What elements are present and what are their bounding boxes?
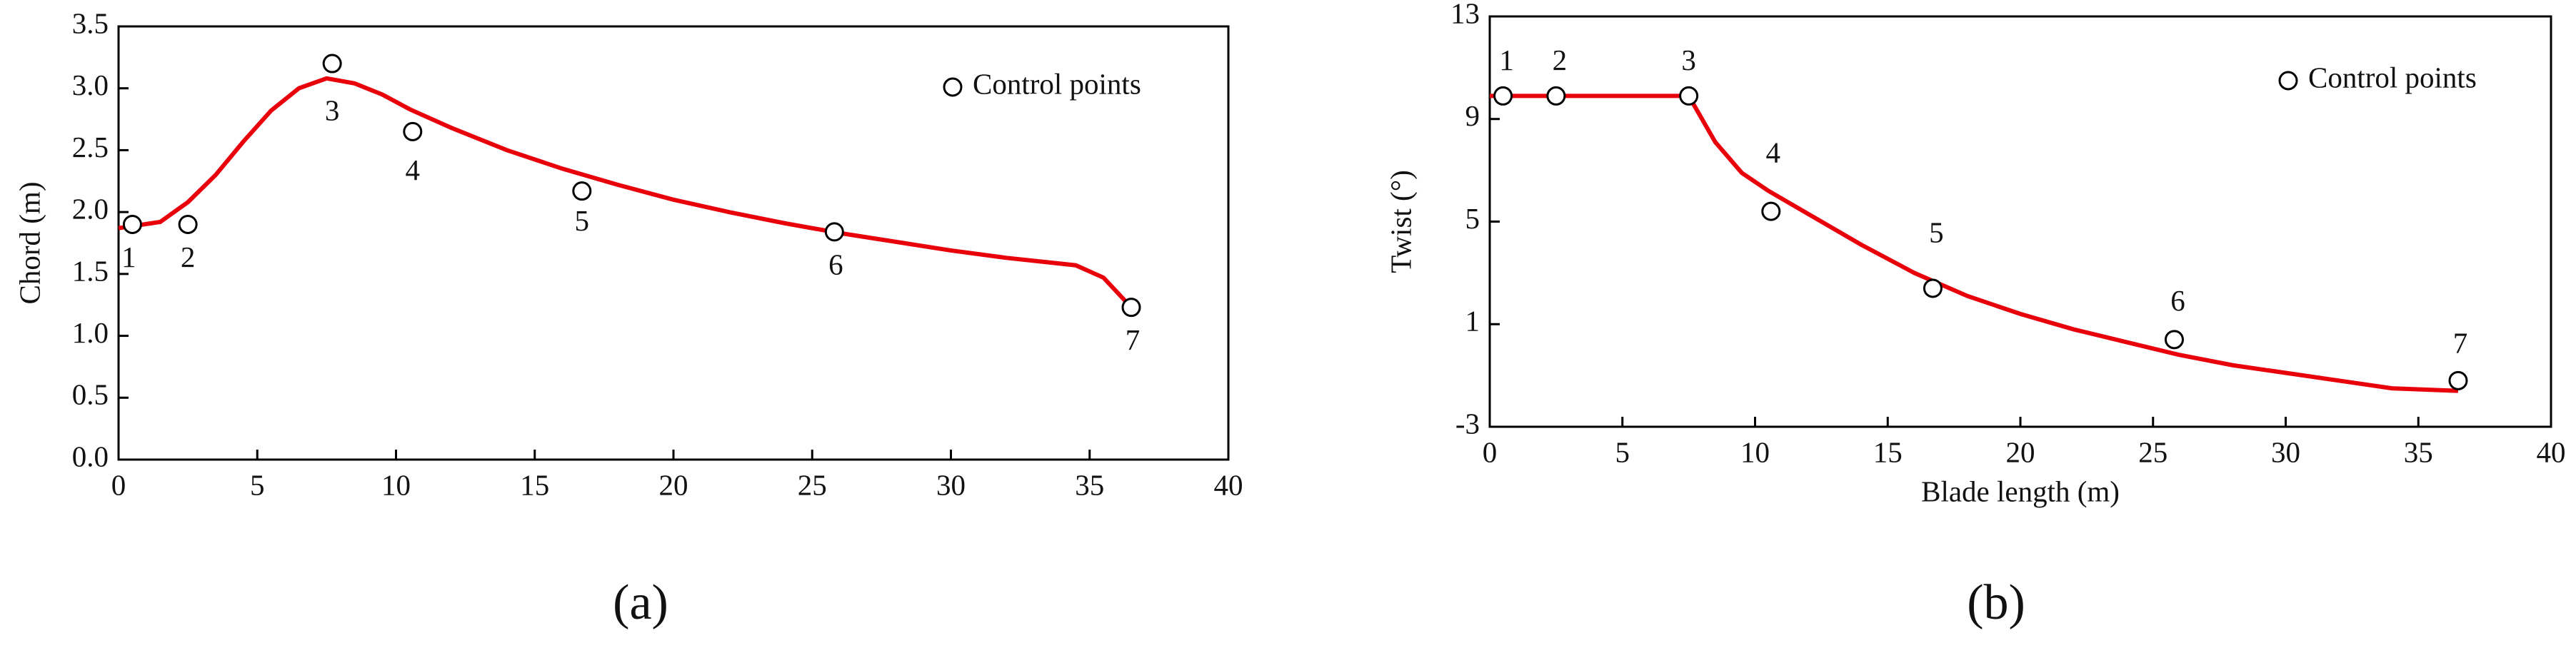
legend-marker xyxy=(943,77,963,97)
point-label: 2 xyxy=(181,241,196,273)
control-point xyxy=(1121,298,1141,318)
control-point xyxy=(1546,86,1566,106)
y-tick-label: 2.5 xyxy=(72,131,109,163)
control-point xyxy=(1493,86,1513,106)
x-tick-label: 40 xyxy=(2537,435,2566,468)
x-tick-label: 30 xyxy=(2271,435,2300,468)
y-tick-label: 0.5 xyxy=(72,378,109,411)
point-label: 4 xyxy=(406,153,421,186)
point-label: 2 xyxy=(1553,44,1568,76)
point-label: 6 xyxy=(828,248,843,280)
y-tick-label: 9 xyxy=(1465,99,1480,132)
x-tick-label: 15 xyxy=(1873,435,1903,468)
point-label: 5 xyxy=(1929,216,1944,248)
x-tick-label: 30 xyxy=(936,468,966,501)
y-axis-label: Chord (m) xyxy=(13,182,46,305)
x-tick-label: 5 xyxy=(250,468,265,501)
control-point xyxy=(2448,370,2468,390)
caption: (b) xyxy=(1967,575,2025,630)
control-point xyxy=(122,214,142,234)
x-axis-label: Blade length (m) xyxy=(1921,475,2120,507)
x-tick-label: 0 xyxy=(1483,435,1498,468)
x-tick-label: 15 xyxy=(520,468,549,501)
x-tick-label: 35 xyxy=(2404,435,2433,468)
legend-label: Control points xyxy=(973,67,1141,100)
x-tick-label: 20 xyxy=(659,468,688,501)
x-tick-label: 5 xyxy=(1615,435,1630,468)
control-point xyxy=(1679,86,1699,106)
y-tick-label: 3.0 xyxy=(72,69,109,101)
control-point xyxy=(403,121,423,141)
x-tick-label: 20 xyxy=(2006,435,2035,468)
y-tick-label: 2.0 xyxy=(72,193,109,226)
point-label: 1 xyxy=(121,241,136,273)
control-point xyxy=(1761,201,1781,221)
x-tick-label: 35 xyxy=(1075,468,1104,501)
y-tick-label: 1.0 xyxy=(72,316,109,349)
point-label: 4 xyxy=(1766,136,1781,169)
y-tick-label: -3 xyxy=(1455,407,1480,440)
x-tick-label: 25 xyxy=(798,468,827,501)
control-point xyxy=(572,181,592,201)
point-label: 7 xyxy=(2453,327,2468,360)
y-tick-label: 1.5 xyxy=(72,254,109,287)
y-tick-label: 5 xyxy=(1465,202,1480,235)
x-tick-label: 10 xyxy=(381,468,411,501)
x-tick-label: 25 xyxy=(2138,435,2167,468)
point-label: 5 xyxy=(575,204,590,237)
y-tick-label: 1 xyxy=(1465,305,1480,338)
y-tick-label: 3.5 xyxy=(72,6,109,39)
x-tick-label: 40 xyxy=(1214,468,1243,501)
point-label: 6 xyxy=(2170,284,2185,317)
point-label: 3 xyxy=(325,93,340,126)
control-point xyxy=(178,214,198,234)
control-point xyxy=(2164,330,2184,350)
legend-label: Control points xyxy=(2308,61,2477,93)
curve xyxy=(1490,93,2459,393)
y-axis-label: Twist (°) xyxy=(1384,170,1417,273)
control-point xyxy=(322,54,342,74)
point-label: 7 xyxy=(1126,323,1141,356)
x-tick-label: 0 xyxy=(111,468,126,501)
x-tick-label: 10 xyxy=(1740,435,1770,468)
caption: (a) xyxy=(613,575,668,630)
control-point xyxy=(1923,278,1943,298)
y-tick-label: 0.0 xyxy=(72,440,109,472)
point-label: 1 xyxy=(1499,44,1514,76)
point-label: 3 xyxy=(1681,44,1696,76)
curve xyxy=(118,76,1133,309)
y-tick-label: 13 xyxy=(1450,0,1480,29)
control-point xyxy=(824,222,844,242)
legend-marker xyxy=(2278,71,2298,91)
